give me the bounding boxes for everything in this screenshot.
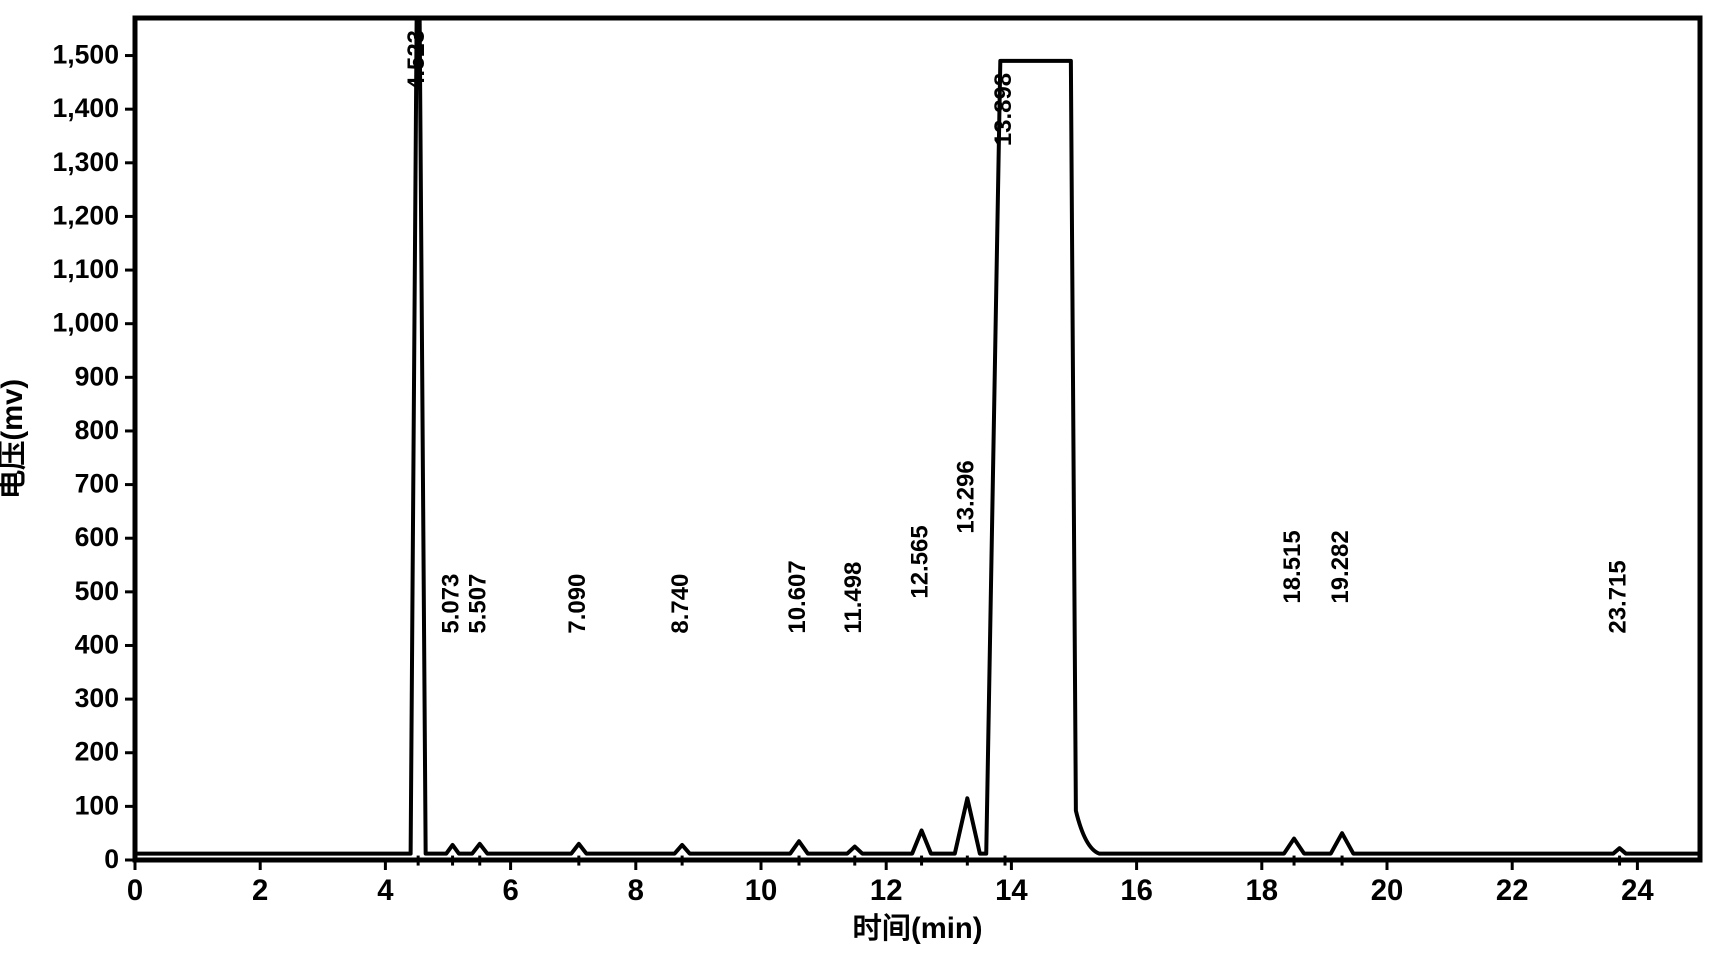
x-tick-label: 6 bbox=[502, 875, 518, 907]
peak-label: 23.715 bbox=[1605, 560, 1632, 633]
x-tick-label: 18 bbox=[1246, 875, 1279, 907]
peak-label: 7.090 bbox=[564, 574, 591, 634]
x-tick-label: 20 bbox=[1371, 875, 1404, 907]
peak-label: 12.565 bbox=[907, 525, 934, 598]
chart-svg: 01002003004005006007008009001,0001,1001,… bbox=[0, 0, 1723, 966]
peak-label: 10.607 bbox=[784, 560, 811, 633]
y-tick-label: 600 bbox=[75, 522, 119, 552]
y-tick-label: 100 bbox=[75, 790, 119, 820]
peak-label: 8.740 bbox=[667, 574, 694, 634]
peak-label: 18.515 bbox=[1279, 530, 1306, 603]
x-tick-label: 16 bbox=[1120, 875, 1153, 907]
peak-label: 19.282 bbox=[1327, 530, 1354, 603]
y-axis-label: 电压(mv) bbox=[0, 379, 29, 499]
y-tick-label: 900 bbox=[75, 361, 119, 391]
x-tick-label: 2 bbox=[252, 875, 268, 907]
x-tick-label: 24 bbox=[1621, 875, 1654, 907]
y-tick-label: 1,200 bbox=[52, 200, 119, 230]
y-tick-label: 800 bbox=[75, 415, 119, 445]
y-tick-label: 200 bbox=[75, 737, 119, 767]
x-tick-label: 14 bbox=[995, 875, 1028, 907]
peak-label: 4.523 bbox=[403, 30, 430, 90]
y-tick-label: 300 bbox=[75, 683, 119, 713]
x-tick-label: 4 bbox=[377, 875, 394, 907]
y-tick-label: 400 bbox=[75, 629, 119, 659]
x-tick-label: 0 bbox=[127, 875, 143, 907]
peak-label: 11.498 bbox=[840, 562, 867, 634]
y-tick-label: 1,100 bbox=[52, 254, 119, 284]
y-tick-label: 700 bbox=[75, 469, 119, 499]
x-tick-label: 10 bbox=[745, 875, 778, 907]
y-tick-label: 1,000 bbox=[52, 308, 119, 338]
x-tick-label: 22 bbox=[1496, 875, 1529, 907]
peak-label: 5.073 bbox=[438, 574, 465, 634]
peak-label: 5.507 bbox=[465, 574, 492, 634]
chromatogram-chart: 01002003004005006007008009001,0001,1001,… bbox=[0, 0, 1723, 966]
y-tick-label: 500 bbox=[75, 576, 119, 606]
x-tick-label: 12 bbox=[870, 875, 903, 907]
y-tick-label: 1,400 bbox=[52, 93, 119, 123]
y-tick-label: 0 bbox=[104, 844, 119, 874]
y-tick-label: 1,300 bbox=[52, 147, 119, 177]
x-tick-label: 8 bbox=[628, 875, 644, 907]
peak-label: 13.898 bbox=[990, 73, 1017, 146]
x-axis-label: 时间(min) bbox=[853, 912, 983, 945]
y-tick-label: 1,500 bbox=[52, 40, 119, 70]
peak-label: 13.296 bbox=[952, 460, 979, 533]
